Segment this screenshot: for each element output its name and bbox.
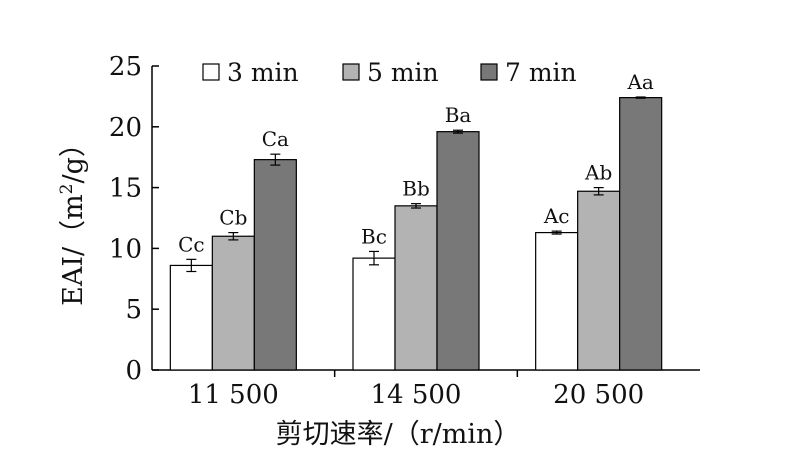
bar: [577, 190, 621, 371]
y-axis-label-post: /g）: [58, 130, 89, 183]
bar: [169, 264, 213, 371]
data-label: Ab: [584, 161, 612, 185]
y-axis: 0 5 10 15 20 25: [109, 52, 159, 386]
legend-label: 5 min: [367, 58, 439, 87]
bars: Cc Cb Ca Bc Bb Ba Ac Ab Aa: [169, 70, 663, 371]
data-label: Aa: [626, 70, 653, 94]
y-axis-label: EAI/（m2/g）: [57, 130, 89, 306]
bar: [352, 257, 396, 371]
x-axis-label: 剪切速率/（r/min）: [276, 419, 521, 450]
y-tick-label: 20: [109, 113, 142, 143]
bar: [394, 205, 438, 371]
bar: [253, 159, 297, 371]
y-axis-label-pre: EAI/（m: [58, 194, 89, 306]
y-tick-label: 15: [109, 174, 142, 204]
data-label: Cb: [219, 206, 247, 230]
data-label: Ca: [262, 127, 289, 151]
x-tick-label: 20 500: [553, 380, 644, 410]
legend-swatch: [202, 63, 220, 81]
bar: [436, 131, 480, 371]
data-label: Bc: [361, 224, 387, 248]
y-tick-label: 5: [125, 295, 142, 325]
data-label: Bb: [402, 177, 430, 201]
y-axis-label-sup: 2: [57, 183, 77, 194]
x-tick-label: 11 500: [188, 380, 279, 410]
y-tick-label: 10: [109, 234, 142, 264]
y-tick-label: 25: [109, 52, 142, 82]
legend-swatch: [480, 63, 498, 81]
x-tick-label: 14 500: [371, 380, 462, 410]
data-label: Ac: [543, 204, 570, 228]
legend-label: 3 min: [227, 58, 299, 87]
legend-label: 7 min: [505, 58, 577, 87]
bar: [535, 231, 579, 371]
legend: 3 min 5 min 7 min: [202, 58, 577, 87]
x-axis: 11 500 14 500 20 500: [152, 369, 700, 410]
data-label: Ba: [445, 103, 472, 127]
data-label: Cc: [178, 232, 205, 256]
bar: [211, 235, 255, 371]
y-tick-label: 0: [125, 356, 142, 386]
bar: [619, 97, 663, 371]
legend-swatch: [342, 63, 360, 81]
